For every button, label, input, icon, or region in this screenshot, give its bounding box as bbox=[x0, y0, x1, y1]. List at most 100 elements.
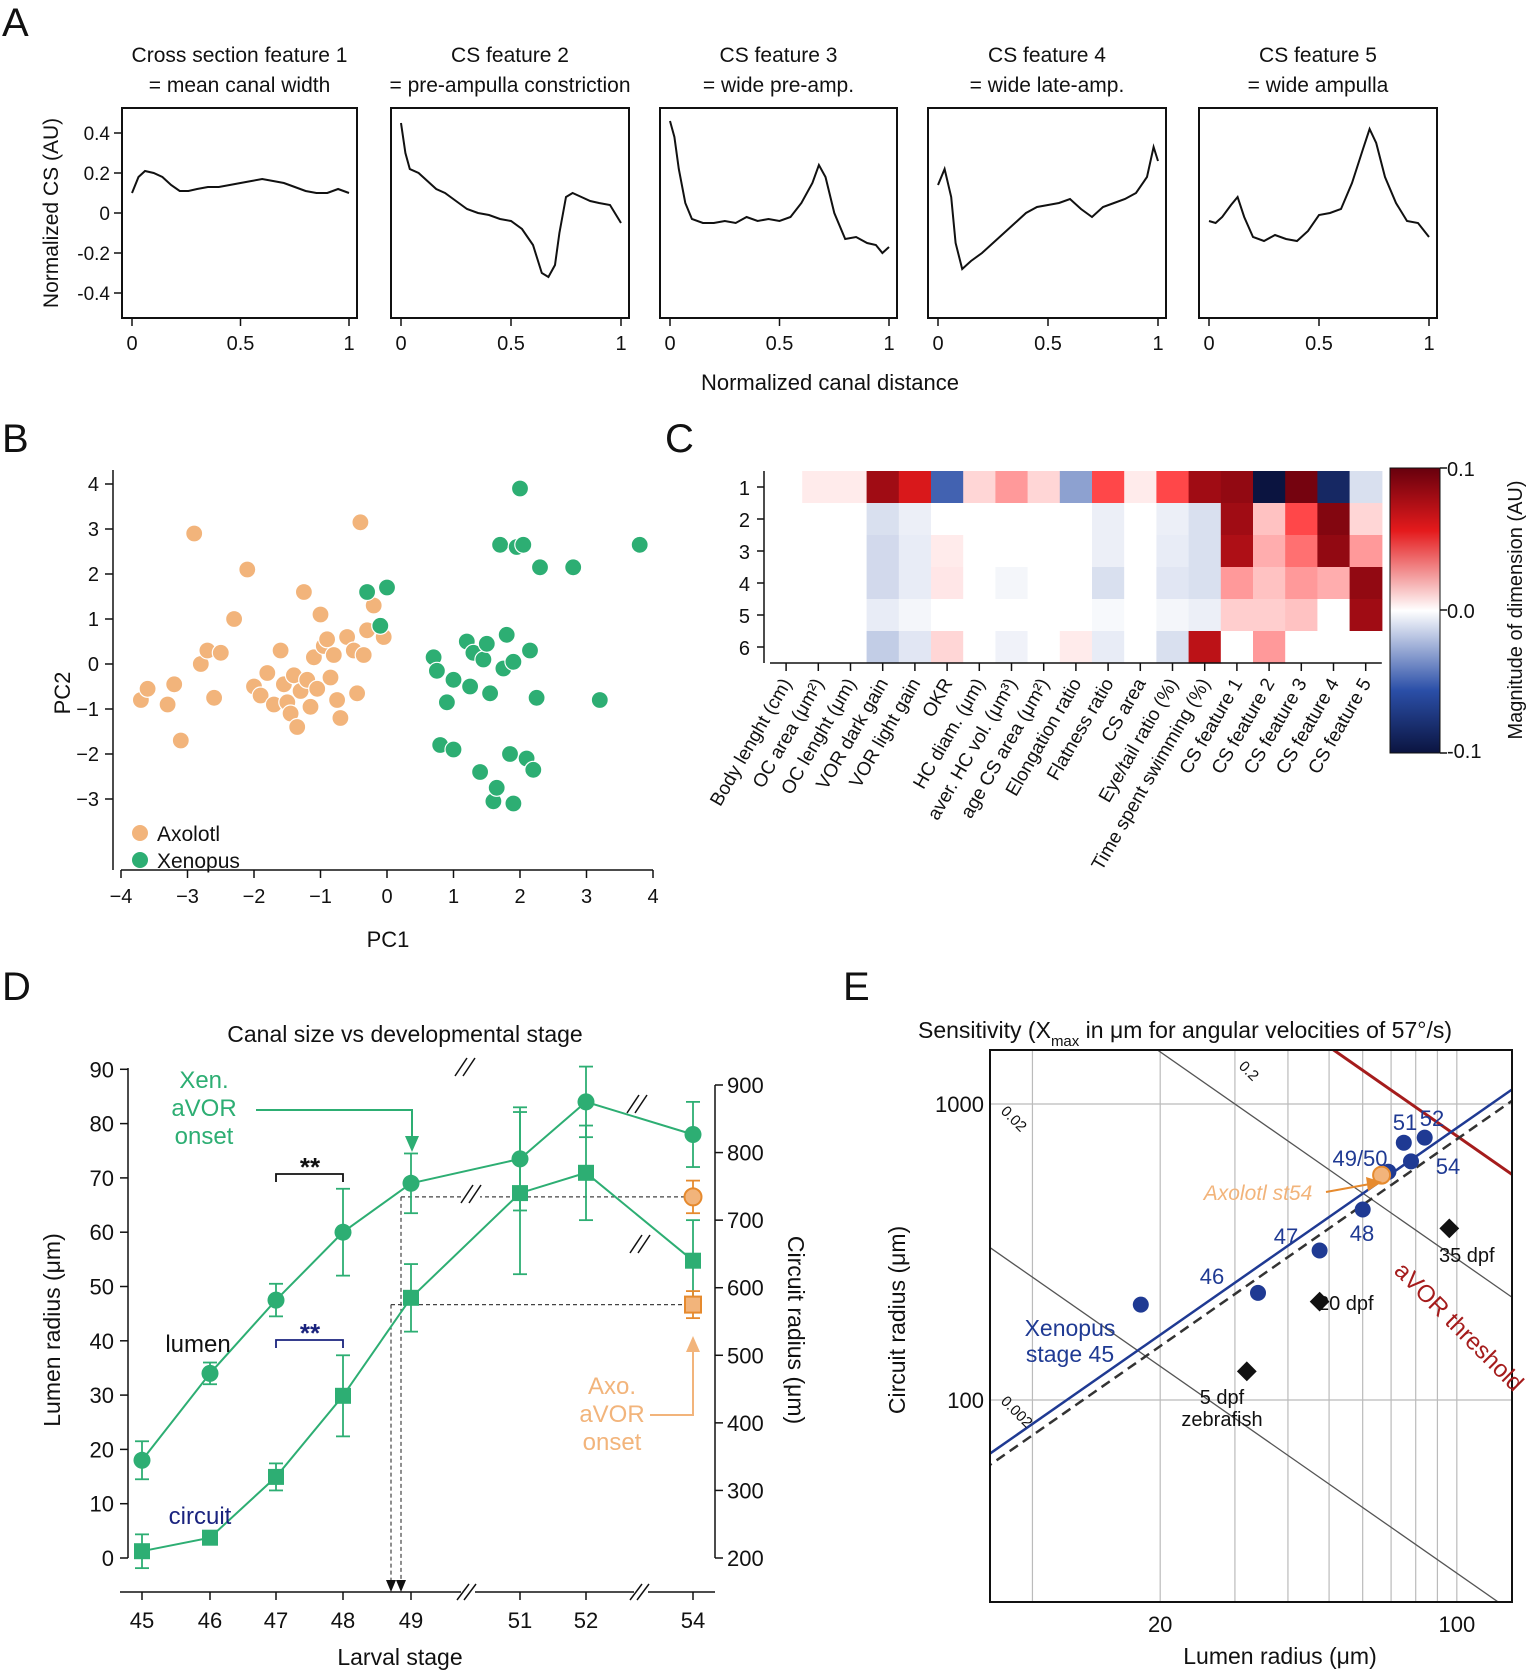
heatmap-cell bbox=[931, 503, 964, 536]
heatmap-cell bbox=[834, 503, 868, 536]
y-tick-label: 1000 bbox=[935, 1092, 984, 1117]
xenopus-point bbox=[477, 634, 496, 653]
zebrafish-point bbox=[1309, 1291, 1330, 1312]
zebrafish-label: 5 dpf bbox=[1200, 1387, 1245, 1409]
xenopus-point bbox=[520, 641, 540, 660]
axolotl-point bbox=[324, 645, 343, 665]
lumen-label: lumen bbox=[165, 1331, 230, 1358]
heatmap-cell bbox=[1188, 471, 1222, 504]
heatmap-cell bbox=[995, 471, 1029, 504]
heatmap-cell bbox=[834, 535, 868, 568]
axolotl-point bbox=[1372, 1165, 1392, 1185]
axolotl-label: Axolotl st54 bbox=[1202, 1182, 1313, 1205]
line-break-mark bbox=[629, 1234, 643, 1254]
heatmap-cell bbox=[1317, 567, 1351, 600]
left-tick-label: 20 bbox=[90, 1437, 114, 1462]
row-label: 1 bbox=[739, 478, 750, 500]
heatmap-cell bbox=[1059, 535, 1093, 568]
axolotl-point bbox=[288, 717, 307, 737]
xenopus-point bbox=[530, 558, 550, 577]
heatmap-cell bbox=[963, 535, 996, 568]
heatmap-cell bbox=[963, 471, 996, 504]
heatmap-cell bbox=[1059, 599, 1093, 632]
iso-line-0.002 bbox=[990, 1246, 1500, 1602]
heatmap-cell bbox=[1317, 599, 1351, 632]
colorbar-tick-label: 0.1 bbox=[1447, 459, 1475, 481]
left-tick-label: 80 bbox=[90, 1112, 114, 1137]
heatmap-cell bbox=[1220, 503, 1254, 536]
heatmap-cell bbox=[1092, 599, 1125, 632]
xenopus-point bbox=[630, 535, 649, 554]
heatmap-cell bbox=[834, 567, 868, 600]
left-tick-label: 50 bbox=[90, 1275, 114, 1300]
xenopus-point bbox=[427, 661, 446, 680]
xenopus-point bbox=[358, 582, 377, 602]
heatmap-cell bbox=[1124, 535, 1157, 568]
y-tick-label: −2 bbox=[76, 744, 99, 766]
xenopus-point bbox=[590, 690, 609, 710]
y-tick-label: 0 bbox=[88, 654, 99, 676]
axis-break-gap bbox=[461, 1585, 475, 1599]
x-tick-label: 47 bbox=[264, 1608, 288, 1633]
x-tick-label: 0.5 bbox=[766, 333, 794, 355]
x-tick-label: 0.5 bbox=[1034, 333, 1062, 355]
right-tick-label: 600 bbox=[727, 1276, 764, 1301]
heatmap-cell bbox=[931, 567, 964, 600]
xenopus-point bbox=[504, 794, 523, 813]
x-tick-label: 2 bbox=[514, 886, 525, 908]
heatmap-cell bbox=[1349, 471, 1383, 504]
heatmap-cell bbox=[963, 503, 996, 536]
heatmap-cell bbox=[1188, 599, 1222, 632]
y-tick-label: 3 bbox=[88, 519, 99, 541]
heatmap-cell bbox=[1349, 535, 1383, 568]
heatmap-cell bbox=[1220, 599, 1254, 632]
right-tick-label: 200 bbox=[727, 1546, 764, 1571]
y-tick-label: −3 bbox=[76, 789, 99, 811]
x-tick-label: 0 bbox=[932, 333, 943, 355]
panel-b-xlabel: PC1 bbox=[367, 927, 410, 952]
right-tick-label: 900 bbox=[727, 1073, 764, 1098]
x-tick-label: 0.5 bbox=[1305, 333, 1333, 355]
circuit-point bbox=[578, 1164, 594, 1181]
panel-d-title: Canal size vs developmental stage bbox=[227, 1021, 582, 1047]
axo-onset-label: aVOR bbox=[579, 1401, 644, 1428]
line-break-mark bbox=[460, 1184, 474, 1204]
x-tick-label: 0 bbox=[381, 886, 392, 908]
xenopus-point bbox=[524, 760, 543, 779]
heatmap-cell bbox=[931, 535, 964, 568]
x-tick-label: 0.5 bbox=[497, 333, 525, 355]
x-tick-label: −3 bbox=[176, 886, 199, 908]
heatmap-cell bbox=[1156, 631, 1190, 664]
axolotl-point bbox=[185, 524, 204, 543]
xenopus-label: stage 45 bbox=[1026, 1341, 1114, 1367]
axolotl-point bbox=[205, 688, 224, 707]
left-tick-label: 90 bbox=[90, 1057, 114, 1082]
heatmap-cell bbox=[1027, 503, 1061, 536]
heatmap-cell bbox=[1285, 503, 1318, 536]
heatmap-cell bbox=[931, 631, 964, 664]
heatmap-cell bbox=[1124, 471, 1157, 504]
y-tick-label: 4 bbox=[88, 474, 99, 496]
axolotl-point bbox=[171, 731, 190, 750]
axolotl-point bbox=[351, 513, 370, 532]
xenopus-point bbox=[564, 558, 583, 577]
heatmap-cell bbox=[1349, 567, 1383, 600]
heatmap-cell bbox=[866, 599, 900, 632]
xenopus-point bbox=[444, 670, 463, 689]
heatmap-cell bbox=[770, 631, 803, 664]
x-tick-label: 1 bbox=[448, 886, 459, 908]
heatmap-cell bbox=[1156, 599, 1190, 632]
stage-label: 49/50 bbox=[1332, 1146, 1387, 1171]
heatmap-cell bbox=[995, 567, 1029, 600]
heatmap-cell bbox=[1349, 631, 1383, 664]
heatmap-cell bbox=[1059, 631, 1093, 664]
heatmap-cell bbox=[866, 535, 900, 568]
axis-break-mark bbox=[463, 1583, 477, 1601]
xen-onset-label: Xen. bbox=[179, 1067, 228, 1094]
axolotl-point bbox=[301, 697, 320, 716]
panel-d-xlabel: Larval stage bbox=[337, 1644, 462, 1670]
axolotl-point bbox=[211, 643, 230, 662]
heatmap-cell bbox=[770, 503, 803, 536]
left-tick-label: 30 bbox=[90, 1383, 114, 1408]
heatmap-cell bbox=[1285, 567, 1318, 600]
